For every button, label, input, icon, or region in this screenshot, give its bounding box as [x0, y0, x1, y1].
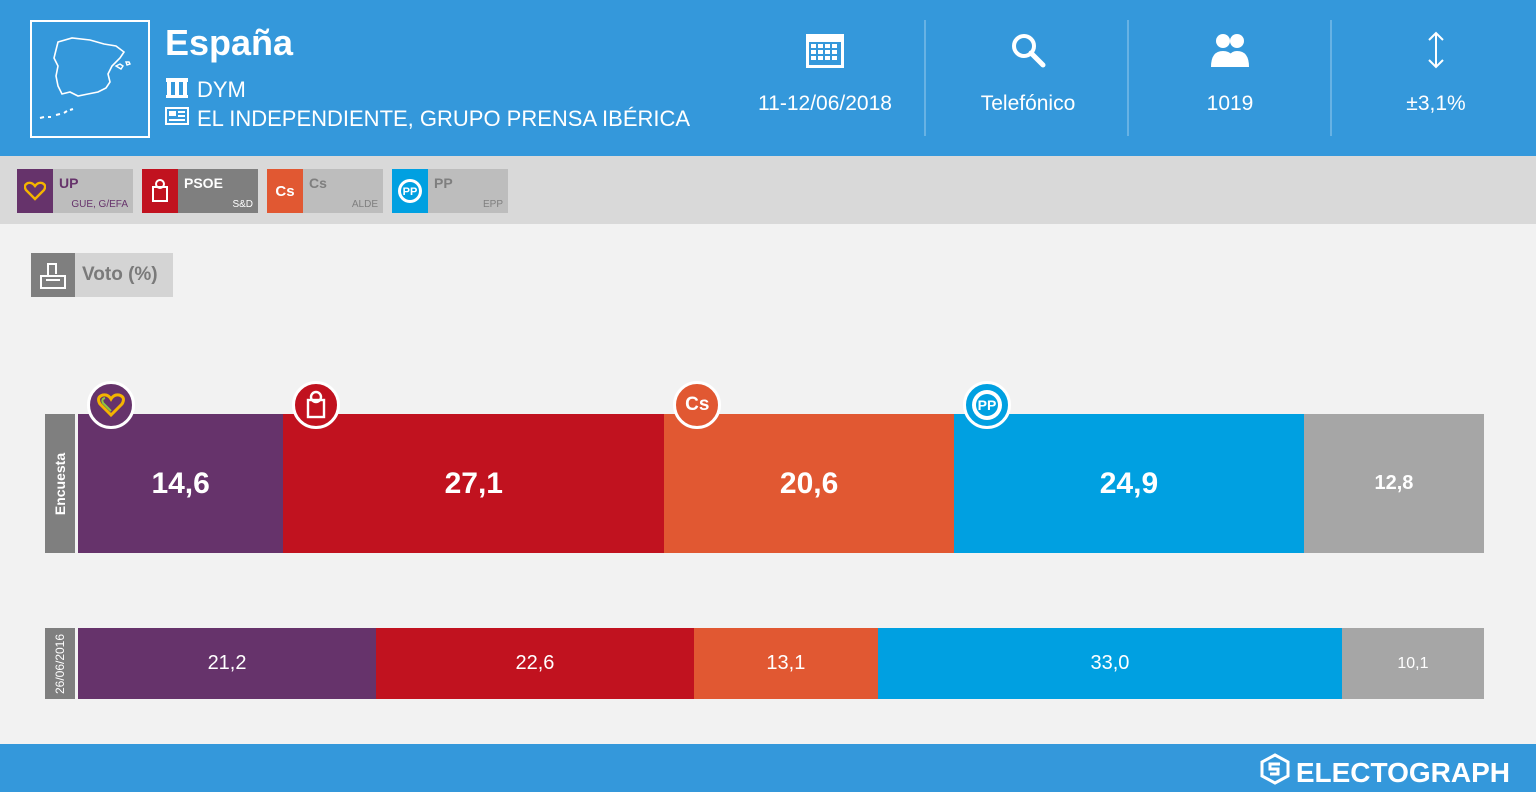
fieldwork-date: 11-12/06/2018 [725, 20, 925, 136]
party-legend: UP GUE, G/EFA PSOE S&D Cs Cs ALDE PP PP EPP [0, 156, 1536, 224]
psoe-logo-icon [292, 381, 341, 429]
legend-item-cs: Cs Cs ALDE [267, 169, 383, 213]
legend-item-psoe: PSOE S&D [142, 169, 258, 213]
region-title: España [165, 22, 294, 63]
search-icon [928, 20, 1128, 80]
psoe-logo-icon [142, 169, 178, 213]
section-label: Voto (%) [31, 253, 173, 297]
ballot-box-icon [31, 253, 75, 297]
updown-arrow-icon [1336, 20, 1536, 80]
cs-logo-icon: Cs [267, 169, 303, 213]
people-icon [1130, 20, 1330, 80]
poll-method: Telefónico [928, 20, 1128, 136]
up-logo-icon [87, 381, 135, 429]
data-label: 24,9 [1099, 466, 1159, 500]
pollster-name: DYM [197, 77, 246, 102]
spain-map-icon [30, 20, 150, 138]
legend-item-pp: PP PP EPP [392, 169, 508, 213]
svg-text:PP: PP [978, 397, 997, 413]
bar-segment-up: 14,6 [78, 414, 284, 553]
bar-segment-pp: 24,9 [953, 414, 1304, 553]
data-label: 12,8 [1374, 472, 1414, 494]
pp-logo-icon: PP [962, 381, 1011, 429]
separator [1127, 20, 1129, 136]
data-label: 21,2 [207, 652, 247, 674]
data-label: 10,1 [1397, 654, 1429, 672]
brand-logo: ELECTOGRAPH [1260, 753, 1510, 792]
legend-item-up: UP GUE, G/EFA [17, 169, 133, 213]
pp-logo-icon: PP [392, 169, 428, 213]
data-label: 14,6 [151, 466, 210, 500]
data-label: 20,6 [779, 466, 839, 500]
sample-size: 1019 [1130, 20, 1330, 136]
bar-segment-others: 10,1 [1341, 628, 1484, 699]
row-label-encuesta: Encuesta [45, 414, 75, 553]
bar-segment-up: 21,2 [78, 628, 377, 699]
margin-of-error: ±3,1% [1336, 20, 1536, 136]
calendar-icon [725, 20, 925, 80]
building-icon [165, 76, 189, 104]
footer: ELECTOGRAPH [0, 744, 1536, 792]
header: España DYM EL INDEPENDIENTE, GRUPO PRENS… [0, 0, 1536, 156]
stacked-bar-previous-election: 21,2 22,6 13,1 33,0 10,1 [78, 628, 1484, 699]
electograph-logo-icon [1260, 753, 1290, 792]
bar-segment-psoe: 22,6 [376, 628, 694, 699]
data-label: 27,1 [444, 466, 503, 500]
svg-text:PP: PP [403, 186, 418, 198]
bar-segment-pp: 33,0 [877, 628, 1342, 699]
stacked-bar-encuesta: 14,6 27,1 20,6 24,9 12,8 [78, 414, 1484, 553]
separator [1330, 20, 1332, 136]
newspaper-icon [165, 106, 189, 132]
bar-segment-others: 12,8 [1304, 414, 1484, 553]
bar-segment-cs: 20,6 [664, 414, 954, 553]
bar-segment-psoe: 27,1 [283, 414, 665, 553]
separator [924, 20, 926, 136]
pollster-line: DYM [165, 76, 246, 104]
bar-segment-cs: 13,1 [693, 628, 878, 699]
up-logo-icon [17, 169, 53, 213]
data-label: 13,1 [766, 652, 806, 674]
row-label-previous-election: 26/06/2016 [45, 628, 75, 699]
media-name: EL INDEPENDIENTE, GRUPO PRENSA IBÉRICA [197, 106, 691, 131]
data-label: 22,6 [515, 652, 555, 674]
media-line: EL INDEPENDIENTE, GRUPO PRENSA IBÉRICA [165, 106, 690, 132]
data-label: 33,0 [1090, 652, 1130, 674]
cs-logo-icon: Cs [673, 381, 722, 429]
